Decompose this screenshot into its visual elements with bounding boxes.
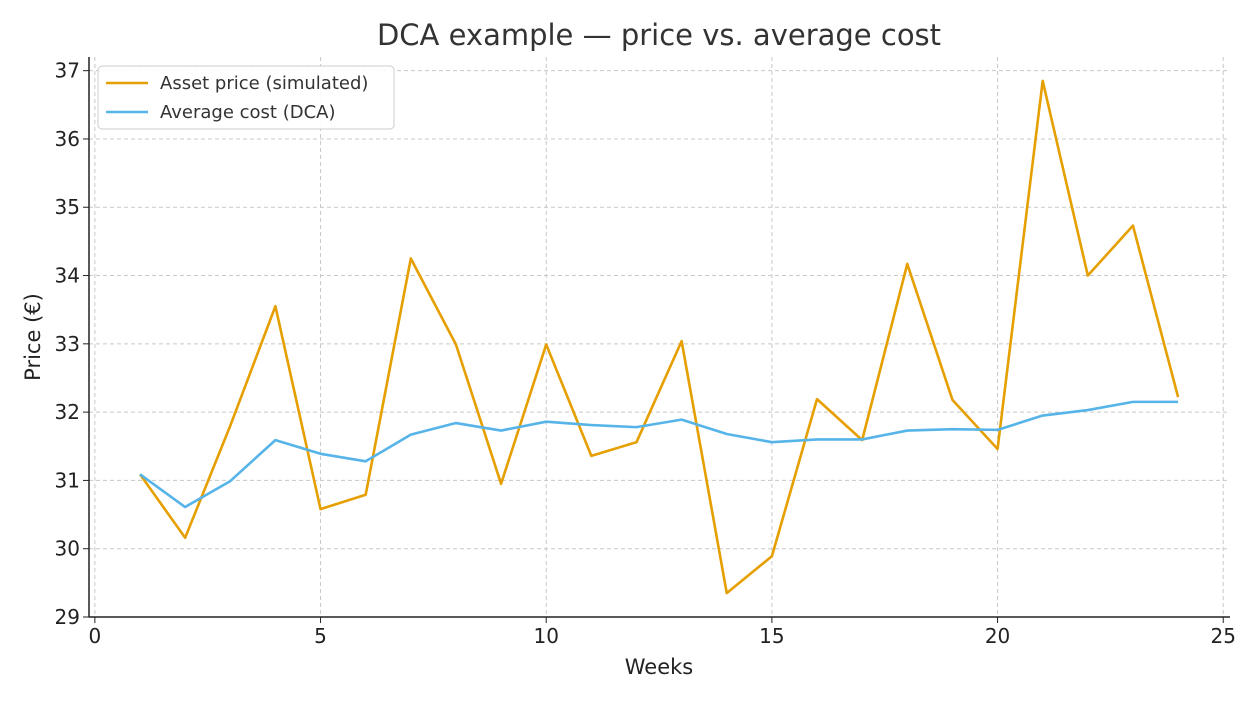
legend: Asset price (simulated) Average cost (DCA… — [97, 65, 395, 130]
x-tick-label: 10 — [533, 624, 558, 648]
y-tick-label: 34 — [55, 264, 80, 288]
series-line-asset-price — [138, 79, 1180, 595]
x-tick-label: 0 — [89, 624, 102, 648]
y-tick-label: 30 — [55, 537, 80, 561]
chart-title: DCA example — price vs. average cost — [377, 18, 941, 52]
y-tick-label: 36 — [55, 127, 80, 151]
y-axis-label: Price (€) — [21, 293, 45, 381]
y-tick-label: 32 — [55, 400, 80, 424]
y-tick-label: 37 — [55, 59, 80, 83]
y-tick-label: 35 — [55, 195, 80, 219]
x-tick-label: 5 — [314, 624, 327, 648]
x-tick-label: 15 — [759, 624, 784, 648]
series-line-average-cost — [139, 400, 1179, 509]
legend-label: Asset price (simulated) — [160, 73, 368, 94]
y-tick-label: 33 — [55, 332, 80, 356]
x-tick-label: 20 — [985, 624, 1010, 648]
y-tick-label: 29 — [55, 605, 80, 629]
legend-box — [97, 65, 395, 130]
x-tick-label: 25 — [1211, 624, 1236, 648]
y-tick-label: 31 — [55, 468, 80, 492]
x-axis-label: Weeks — [625, 655, 693, 679]
legend-label: Average cost (DCA) — [160, 102, 336, 123]
